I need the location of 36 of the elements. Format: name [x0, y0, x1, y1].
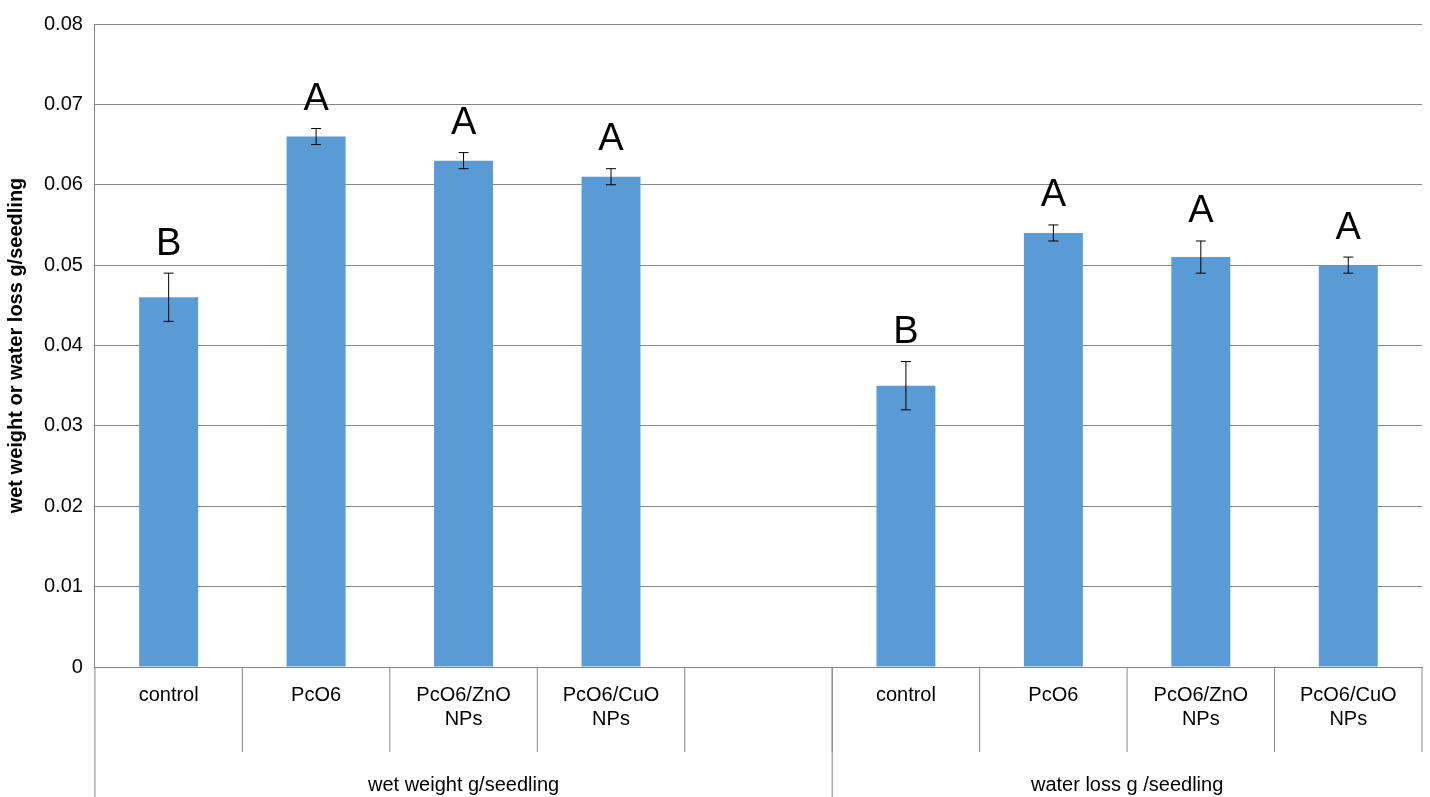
x-tick-label: PcO6	[291, 682, 342, 705]
y-tick-label: 0.02	[43, 493, 83, 516]
bar	[581, 176, 641, 667]
data-label: B	[155, 220, 182, 263]
y-tick-label: 0.06	[43, 172, 83, 195]
bar	[139, 297, 199, 667]
bar	[286, 136, 346, 667]
text: water loss g /seedling	[1029, 772, 1224, 795]
bar	[434, 160, 494, 667]
x-tick-label: PcO6/CuO NPs	[562, 682, 660, 729]
x-tick-label: control	[875, 682, 936, 705]
x-tick-label: PcO6/ZnO NPs	[416, 682, 511, 729]
data-label: A	[303, 75, 330, 118]
y-tick-label: 0	[71, 654, 83, 677]
data-label: A	[1335, 204, 1362, 247]
data-label: A	[1040, 172, 1067, 215]
y-tick-label: 0.01	[43, 574, 83, 597]
y-tick-label: 0.07	[43, 91, 83, 114]
x-tick-label: PcO6/ZnO NPs	[1153, 682, 1249, 729]
text: wet weight g/seedling	[366, 772, 560, 795]
data-label: A	[450, 100, 477, 143]
x-tick-label: PcO6/CuO NPs	[1299, 682, 1397, 729]
x-tick-label: PcO6	[1028, 682, 1079, 705]
y-tick-label: 0.08	[43, 11, 83, 34]
bar	[1171, 257, 1231, 667]
data-label: A	[1188, 188, 1215, 231]
bar	[1023, 232, 1083, 667]
data-label: B	[893, 309, 919, 352]
bar	[876, 385, 936, 667]
y-axis-title: wet weight or water loss g/seedling	[3, 177, 26, 515]
x-tick-label: control	[138, 682, 199, 705]
y-tick-label: 0.05	[43, 252, 83, 275]
y-tick-label: 0.03	[43, 413, 83, 436]
y-tick-label: 0.04	[43, 333, 83, 356]
bar	[1318, 265, 1378, 667]
data-label: A	[598, 116, 625, 159]
